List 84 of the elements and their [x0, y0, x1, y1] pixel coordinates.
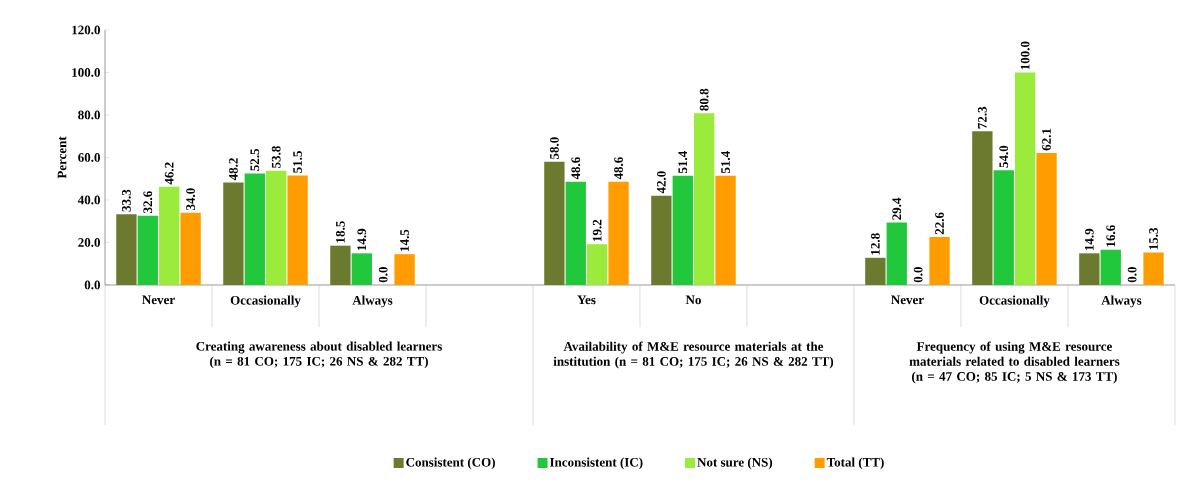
- data-label: 0.0: [1127, 267, 1137, 283]
- bar: [266, 170, 287, 285]
- data-label: 51.5: [293, 151, 302, 173]
- data-label: 58.0: [549, 137, 559, 160]
- bar: [672, 175, 693, 285]
- bar: [865, 257, 886, 285]
- bar: [715, 175, 736, 285]
- data-label: 18.5: [335, 221, 345, 243]
- text: Frequency of using M&E resource materials related to disabled learners (n = 47 CO; 85 IC; 5 NS & 173 TT): [909, 341, 1120, 384]
- data-label: 52.5: [250, 148, 260, 171]
- bar: [223, 182, 244, 285]
- data-label: 33.3: [122, 189, 131, 212]
- bar: [651, 195, 672, 285]
- bar: [886, 222, 907, 285]
- bar: [608, 181, 629, 285]
- bar: [287, 175, 308, 285]
- bar: [244, 173, 265, 285]
- bar: [993, 170, 1014, 285]
- bar: [544, 161, 565, 285]
- data-label: 12.8: [870, 233, 880, 255]
- bar: [694, 113, 715, 285]
- y-tick-label: 80.0: [78, 110, 100, 120]
- data-label: 51.4: [678, 151, 688, 174]
- x-tick-label: Never: [142, 295, 175, 305]
- data-label: 100.0: [1020, 41, 1030, 70]
- y-tick-label: 0.0: [84, 280, 100, 290]
- bar: [180, 212, 201, 285]
- data-label: 34.0: [186, 188, 196, 211]
- data-label: 80.8: [699, 88, 709, 111]
- data-label: 72.3: [977, 106, 987, 129]
- y-tick-label: 20.0: [78, 238, 100, 247]
- data-label: 16.6: [1106, 225, 1116, 247]
- bar: [330, 245, 351, 285]
- bar: [394, 254, 415, 285]
- data-label: 19.2: [592, 219, 602, 241]
- bar: [1100, 249, 1121, 285]
- x-tick-label: Yes: [577, 295, 596, 305]
- bar: [1143, 252, 1164, 285]
- x-tick-label: Occasionally: [230, 295, 301, 308]
- data-label: 32.6: [143, 191, 153, 214]
- bar: [587, 244, 608, 285]
- legend-label: Consistent (CO): [406, 457, 495, 470]
- data-label: 29.4: [892, 197, 902, 220]
- data-label: 14.9: [357, 228, 367, 251]
- data-label: 22.6: [935, 212, 944, 235]
- y-axis-title: Percent: [57, 136, 67, 179]
- data-label: 14.5: [400, 229, 409, 251]
- x-tick-label: Always: [352, 295, 393, 308]
- legend-label: Inconsistent (IC): [549, 457, 643, 470]
- data-label: 42.0: [656, 171, 666, 194]
- data-label: 54.0: [999, 145, 1009, 168]
- data-label: 46.2: [164, 162, 174, 185]
- text: Creating awareness about disabled learners (n = 81 CO; 175 IC; 26 NS & 282 TT): [196, 341, 442, 369]
- bar: [1079, 253, 1100, 285]
- data-label: 0.0: [913, 267, 923, 283]
- data-label: 48.2: [228, 158, 238, 181]
- y-tick-label: 60.0: [78, 153, 100, 162]
- bar: [565, 181, 586, 285]
- x-tick-label: Never: [891, 295, 924, 305]
- data-label: 48.6: [571, 157, 581, 180]
- bar: [116, 214, 137, 285]
- bar: [1036, 153, 1057, 285]
- data-label: 48.6: [614, 157, 623, 180]
- x-tick-label: No: [685, 295, 701, 305]
- y-tick-label: 100.0: [72, 68, 100, 77]
- bar: [929, 236, 950, 285]
- y-tick-label: 120.0: [72, 25, 100, 35]
- data-label: 51.4: [721, 151, 730, 174]
- legend-label: Total (TT): [826, 457, 884, 470]
- data-label: 0.0: [378, 267, 388, 283]
- x-tick-label: Always: [1101, 295, 1142, 308]
- data-label: 53.8: [271, 146, 281, 168]
- bar: [159, 186, 180, 285]
- y-tick-label: 40.0: [77, 195, 100, 205]
- bar: [351, 253, 372, 285]
- data-label: 14.9: [1084, 228, 1094, 251]
- bar: [137, 215, 158, 285]
- text: Availability of M&E resource materials at the institution (n = 81 CO; 175 IC; 26 NS & 282 TT): [553, 341, 834, 369]
- data-label: 62.1: [1042, 128, 1051, 151]
- data-label: 15.3: [1149, 227, 1158, 250]
- x-tick-label: Occasionally: [979, 295, 1050, 308]
- legend-label: Not sure (NS): [697, 457, 773, 470]
- bar: [972, 131, 993, 285]
- bar: [1014, 72, 1036, 285]
